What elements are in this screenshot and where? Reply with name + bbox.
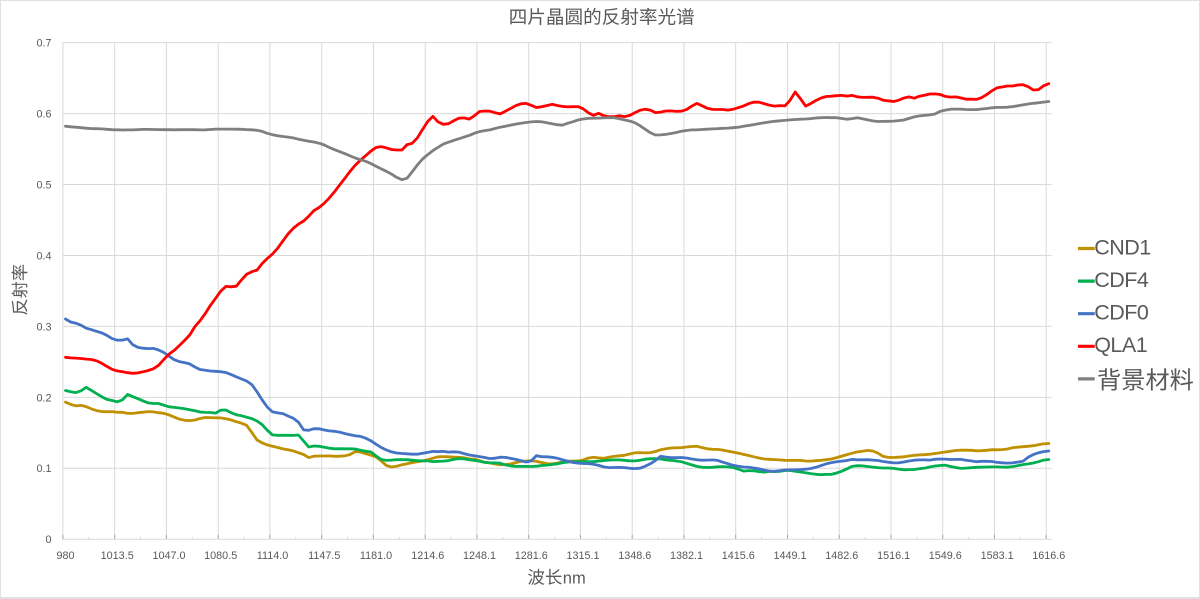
svg-text:0.6: 0.6: [36, 109, 51, 121]
svg-text:1248.1: 1248.1: [463, 550, 496, 562]
svg-text:1382.1: 1382.1: [670, 550, 703, 562]
svg-text:1516.1: 1516.1: [877, 550, 910, 562]
svg-text:0.2: 0.2: [36, 392, 51, 404]
svg-text:1449.1: 1449.1: [773, 550, 806, 562]
svg-text:1583.1: 1583.1: [981, 550, 1014, 562]
svg-text:1147.5: 1147.5: [308, 550, 340, 562]
svg-text:nm: nm: [563, 570, 586, 588]
svg-text:CDF4: CDF4: [1094, 268, 1149, 292]
svg-text:1281.6: 1281.6: [515, 550, 548, 562]
svg-text:QLA1: QLA1: [1094, 333, 1147, 357]
svg-text:0.3: 0.3: [36, 321, 51, 333]
svg-text:1181.0: 1181.0: [360, 550, 392, 562]
svg-text:1482.6: 1482.6: [825, 550, 858, 562]
svg-text:1047.0: 1047.0: [152, 550, 185, 562]
svg-text:0.7: 0.7: [36, 38, 51, 50]
svg-text:0.4: 0.4: [36, 250, 51, 262]
svg-text:CDF0: CDF0: [1094, 301, 1149, 325]
svg-text:1114.0: 1114.0: [257, 550, 288, 562]
svg-text:1080.5: 1080.5: [204, 550, 237, 562]
svg-text:1013.5: 1013.5: [101, 550, 134, 562]
svg-text:0.1: 0.1: [36, 463, 51, 475]
svg-text:1348.6: 1348.6: [618, 550, 651, 562]
svg-text:1549.6: 1549.6: [929, 550, 962, 562]
svg-text:1315.1: 1315.1: [566, 550, 599, 562]
svg-text:1415.6: 1415.6: [722, 550, 755, 562]
svg-text:0.5: 0.5: [36, 179, 51, 191]
svg-text:0: 0: [45, 534, 51, 546]
svg-text:1616.6: 1616.6: [1032, 550, 1065, 562]
svg-text:980: 980: [56, 550, 74, 562]
svg-text:1214.6: 1214.6: [411, 550, 444, 562]
svg-text:CND1: CND1: [1094, 235, 1151, 259]
